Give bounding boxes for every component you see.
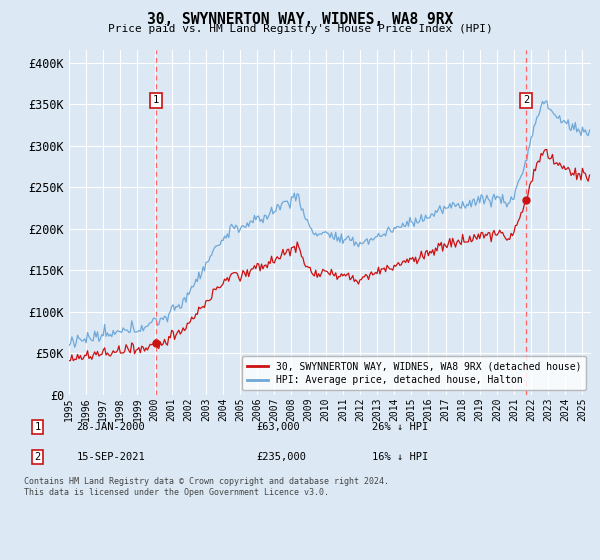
Text: 2: 2	[523, 95, 529, 105]
Legend: 30, SWYNNERTON WAY, WIDNES, WA8 9RX (detached house), HPI: Average price, detach: 30, SWYNNERTON WAY, WIDNES, WA8 9RX (det…	[242, 356, 586, 390]
Text: 15-SEP-2021: 15-SEP-2021	[76, 452, 145, 462]
Text: 1: 1	[153, 95, 159, 105]
Text: 2: 2	[35, 452, 41, 462]
Text: £235,000: £235,000	[256, 452, 306, 462]
Text: 16% ↓ HPI: 16% ↓ HPI	[372, 452, 428, 462]
Text: 28-JAN-2000: 28-JAN-2000	[76, 422, 145, 432]
Text: 30, SWYNNERTON WAY, WIDNES, WA8 9RX: 30, SWYNNERTON WAY, WIDNES, WA8 9RX	[147, 12, 453, 27]
Text: Price paid vs. HM Land Registry's House Price Index (HPI): Price paid vs. HM Land Registry's House …	[107, 24, 493, 34]
Text: Contains HM Land Registry data © Crown copyright and database right 2024.
This d: Contains HM Land Registry data © Crown c…	[24, 477, 389, 497]
Text: 1: 1	[35, 422, 41, 432]
Text: 26% ↓ HPI: 26% ↓ HPI	[372, 422, 428, 432]
Text: £63,000: £63,000	[256, 422, 299, 432]
